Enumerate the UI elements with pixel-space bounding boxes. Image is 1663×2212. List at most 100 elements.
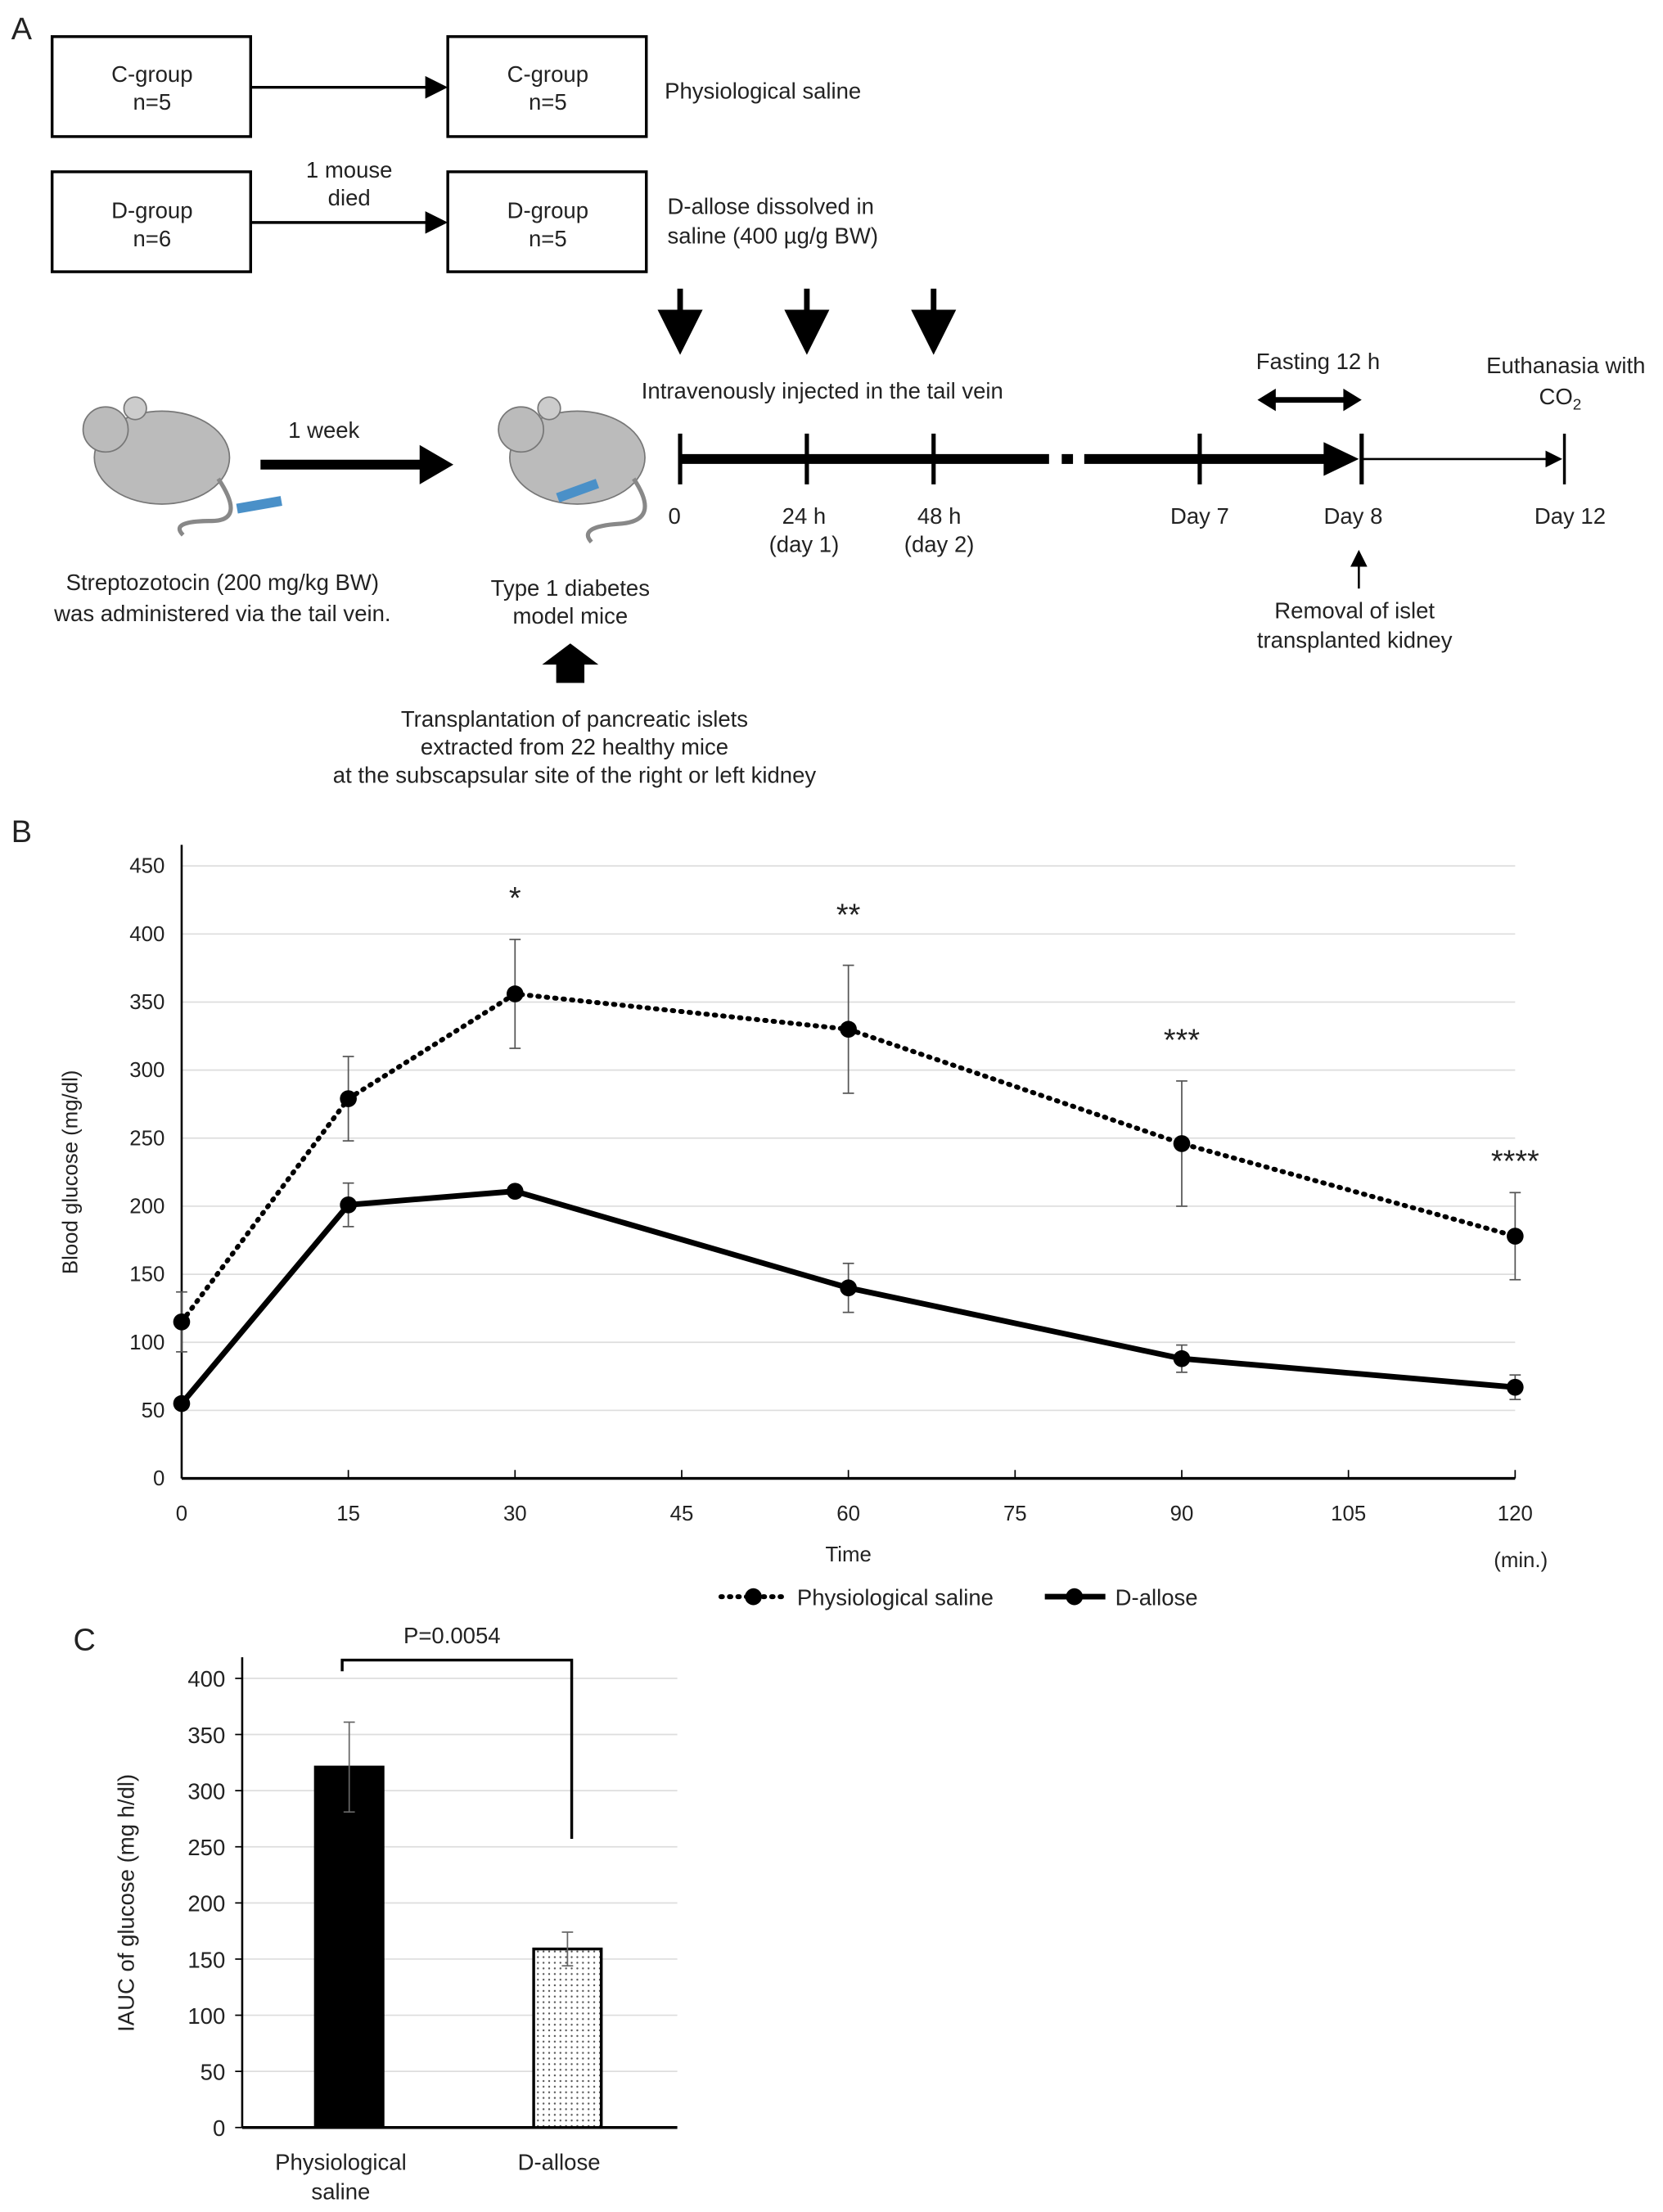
model-mice-text: model mice <box>512 603 628 628</box>
y-tick-label: 50 <box>142 1399 165 1422</box>
significance-marker: *** <box>1164 1024 1200 1058</box>
data-point <box>1173 1135 1191 1152</box>
streptozotocin-text: Streptozotocin (200 mg/kg BW) <box>66 570 379 595</box>
legend-label: D-allose <box>1115 1584 1198 1610</box>
bar <box>532 1947 603 2129</box>
box-text: C-group <box>507 61 588 87</box>
x-tick-label: 120 <box>1498 1502 1533 1525</box>
y-tick-label: 350 <box>187 1723 225 1748</box>
y-tick-label: 0 <box>153 1467 164 1490</box>
death-note: 1 mouse <box>306 157 393 182</box>
data-point <box>1173 1349 1191 1367</box>
x-tick-label: 15 <box>336 1502 360 1525</box>
box-text: D-group <box>111 198 192 223</box>
y-tick-label: 200 <box>129 1196 164 1219</box>
transplantation-text: at the subscapsular site of the right or… <box>333 763 817 788</box>
panel-label-a: A <box>11 12 33 47</box>
one-week-label: 1 week <box>288 417 359 443</box>
injection-note: Intravenously injected in the tail vein <box>642 378 1003 403</box>
one-week-arrow <box>260 444 454 484</box>
y-tick-label: 400 <box>129 923 164 946</box>
box-text: n=5 <box>529 226 567 251</box>
mouse-icon <box>82 396 282 537</box>
panel-label-c: C <box>73 1623 95 1657</box>
timeline-tick-label: Day 7 <box>1170 503 1229 529</box>
y-tick-label: 150 <box>129 1264 164 1286</box>
d-treatment: D-allose dissolved in <box>668 194 874 219</box>
data-point <box>340 1196 357 1214</box>
bar-chart-iauc: 0 50 100 150 200 250 300 350 400 IAUC of glucose … <box>113 1623 678 2205</box>
x-tick-label: 90 <box>1170 1502 1194 1525</box>
y-tick-label: 350 <box>129 991 164 1014</box>
timeline-tick-label: 0 <box>669 503 681 529</box>
y-axis-label: IAUC of glucose (mg h/dl) <box>113 1774 138 2032</box>
y-tick-label: 450 <box>129 855 164 878</box>
injection-arrows <box>657 288 957 355</box>
d-group-after-box: D-group n=5 <box>446 170 648 273</box>
y-tick-label: 300 <box>187 1778 225 1804</box>
significance-marker: ** <box>836 898 861 932</box>
data-point <box>1507 1228 1524 1245</box>
series-line-d-allose <box>179 1188 1516 1406</box>
timeline-tick-label: 48 h <box>917 503 962 529</box>
data-point <box>340 1090 357 1107</box>
x-category-label: Physiological <box>275 2149 407 2174</box>
data-point <box>840 1020 857 1038</box>
timeline-tick-label: Day 12 <box>1535 503 1606 529</box>
legend-marker-saline <box>745 1588 762 1606</box>
legend-marker-d-allose <box>1066 1588 1084 1606</box>
y-tick-label: 250 <box>187 1835 225 1860</box>
x-tick-label: 45 <box>670 1502 694 1525</box>
d-treatment: saline (400 µg/g BW) <box>668 223 879 249</box>
data-point <box>173 1313 191 1331</box>
fasting-double-arrow <box>1257 388 1362 412</box>
timeline-tick-label: 24 h <box>782 503 827 529</box>
transplantation-text: extracted from 22 healthy mice <box>421 734 728 759</box>
box-text: n=5 <box>133 89 171 115</box>
panel-a-diagram: A C-group n=5 C-group n=5 Physiological … <box>11 12 1646 787</box>
fasting-label: Fasting 12 h <box>1256 349 1380 374</box>
up-arrow <box>542 643 599 683</box>
euthanasia-label: Euthanasia with <box>1486 353 1645 378</box>
box-text: C-group <box>111 61 192 87</box>
x-axis-unit: (min.) <box>1494 1549 1548 1572</box>
model-mice-text: Type 1 diabetes <box>491 575 650 601</box>
y-tick-label: 300 <box>129 1059 164 1082</box>
death-note: died <box>328 185 371 210</box>
data-point <box>840 1279 857 1297</box>
euthanasia-label: CO2 <box>1539 384 1581 414</box>
y-tick-label: 250 <box>129 1127 164 1150</box>
y-tick-label: 200 <box>187 1891 225 1917</box>
timeline-tick-label: Day 8 <box>1324 503 1383 529</box>
x-category-label: saline <box>311 2179 370 2205</box>
x-tick-label: 60 <box>836 1502 860 1525</box>
removal-text: Removal of islet <box>1274 597 1435 623</box>
significance-bracket <box>340 1658 574 1840</box>
line-chart-blood-glucose: 0 50 100 150 200 250 300 350 400 450 0 15 30 45 60 75 90… <box>60 845 1548 1610</box>
c-group-after-box: C-group n=5 <box>446 35 648 138</box>
d-group-before-box: D-group n=6 <box>50 170 252 273</box>
c-treatment: Physiological saline <box>665 78 861 103</box>
timeline-tick-sublabel: (day 2) <box>904 531 975 556</box>
c-group-before-box: C-group n=5 <box>50 35 252 138</box>
timeline <box>678 433 1566 484</box>
transplantation-text: Transplantation of pancreatic islets <box>401 706 748 732</box>
streptozotocin-text: was administered via the tail vein. <box>53 601 390 626</box>
removal-text: transplanted kidney <box>1257 627 1453 652</box>
box-text: n=5 <box>529 89 567 115</box>
significance-marker: **** <box>1491 1145 1539 1179</box>
x-category-label: D-allose <box>518 2149 601 2174</box>
box-text: D-group <box>507 198 588 223</box>
bar <box>313 1765 385 2129</box>
legend-label: Physiological saline <box>797 1584 994 1610</box>
series-line-saline <box>178 991 1518 1325</box>
x-tick-label: 75 <box>1003 1502 1027 1525</box>
x-tick-label: 30 <box>503 1502 527 1525</box>
y-tick-label: 100 <box>187 2003 225 2029</box>
data-point <box>506 985 524 1002</box>
y-tick-label: 400 <box>187 1666 225 1692</box>
data-point <box>173 1394 191 1412</box>
diabetic-mouse-icon <box>498 396 647 544</box>
y-axis-label: Blood glucose (mg/dl) <box>60 1070 83 1275</box>
